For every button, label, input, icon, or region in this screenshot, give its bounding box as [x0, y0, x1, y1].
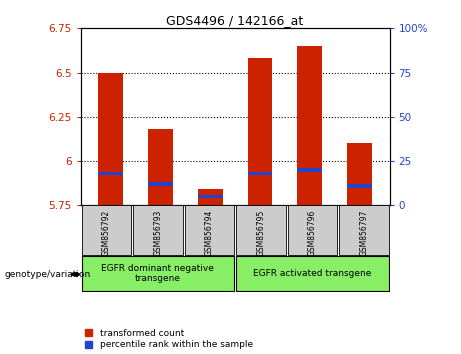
Bar [148, 182, 173, 186]
Text: EGFR activated transgene: EGFR activated transgene [253, 269, 372, 278]
Bar [185, 205, 234, 255]
Text: GSM856793: GSM856793 [154, 209, 162, 256]
Text: genotype/variation: genotype/variation [5, 270, 91, 279]
Text: GSM856794: GSM856794 [205, 209, 214, 256]
Bar [133, 205, 183, 255]
Bar [347, 143, 372, 205]
Text: EGFR dominant negative
transgene: EGFR dominant negative transgene [101, 264, 214, 283]
Title: GDS4496 / 142166_at: GDS4496 / 142166_at [166, 14, 304, 27]
Bar [98, 73, 123, 205]
Bar [98, 172, 123, 176]
Bar [297, 168, 322, 172]
Legend: transformed count, percentile rank within the sample: transformed count, percentile rank withi… [85, 329, 253, 349]
Bar [288, 205, 337, 255]
Bar [236, 256, 389, 291]
Bar [339, 205, 389, 255]
Bar [82, 256, 234, 291]
Bar [236, 205, 285, 255]
Text: GSM856797: GSM856797 [359, 209, 368, 256]
Bar [198, 189, 223, 205]
Bar [347, 184, 372, 188]
Text: GSM856796: GSM856796 [308, 209, 317, 256]
Text: GSM856795: GSM856795 [256, 209, 266, 256]
Bar [82, 205, 131, 255]
Bar [248, 172, 272, 176]
Bar [148, 129, 173, 205]
Text: GSM856792: GSM856792 [102, 209, 111, 256]
Bar [198, 195, 223, 199]
Bar [248, 58, 272, 205]
Bar [297, 46, 322, 205]
